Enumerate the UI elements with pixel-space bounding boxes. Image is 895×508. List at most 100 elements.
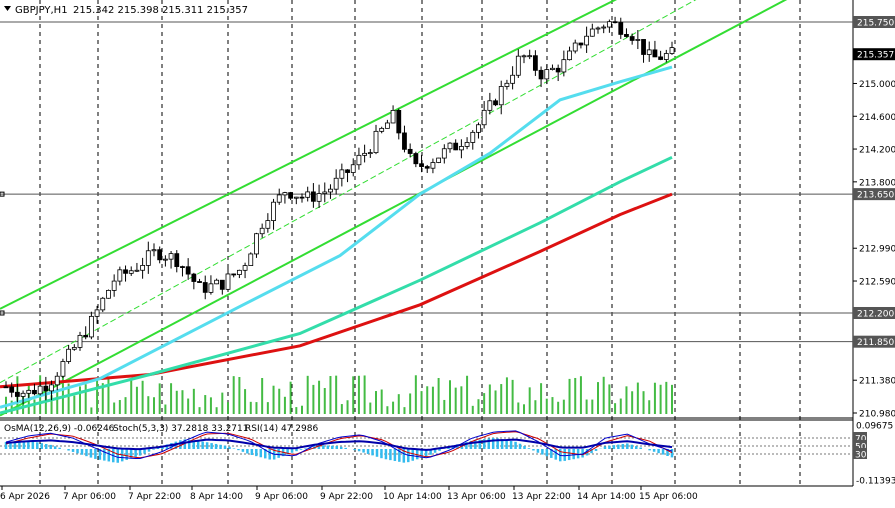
candle-body-21 [123,269,128,274]
time-tick-label-2: 7 Apr 22:00 [128,492,181,502]
price-tick-label-12: 210.980 [859,410,895,420]
candle-body-92 [527,55,533,58]
price-tag-6 [853,188,895,201]
candle-body-70 [402,132,407,150]
candle-body-75 [430,162,436,169]
level-handle-left [0,191,5,197]
candle-body-53 [305,191,311,198]
candle-body-26 [151,249,157,252]
candle-body-86 [493,100,498,106]
candle-body-98 [561,59,567,73]
candle-body-74 [424,166,430,169]
candle-body-100 [572,42,578,52]
candle-body-111 [635,39,641,41]
candle-body-41 [236,269,242,275]
candle-body-33 [191,273,197,282]
candle-body-93 [532,55,538,71]
ema_fast-line [0,65,673,409]
price-tag-label-1: 215.357 [857,51,894,61]
candle-body-60 [345,169,350,173]
candle-body-16 [94,309,100,317]
price-tick-label-3: 214.600 [859,113,895,123]
candle-body-117 [669,47,675,54]
candle-body-101 [578,42,584,46]
candle-body-95 [544,69,550,80]
candle-body-94 [538,69,544,80]
horizontal-levels [0,21,853,343]
channel-upper [0,0,618,310]
candle-body-113 [646,49,652,55]
candle-body-5 [32,389,37,395]
candle-body-56 [322,191,328,194]
candle-body-17 [100,297,106,311]
candle-body-28 [162,258,168,261]
osc-tag-1 [853,432,867,443]
candle-body-88 [504,82,510,87]
candle-body-78 [447,142,453,150]
candle-body-65 [373,130,379,154]
osma-label: OsMA(12,26,9) -0.06246 [4,424,115,434]
candle-body-67 [384,122,390,129]
candle-body-11 [66,348,72,362]
candle-body-43 [248,253,254,266]
price-tag-1 [853,48,895,61]
osc-tag-2 [853,440,867,451]
candle-body-73 [419,163,424,167]
candle-body-35 [202,282,208,293]
candle-body-107 [612,21,618,24]
channel-lower [0,0,788,417]
candle-body-89 [510,74,516,84]
candle-body-34 [197,281,202,283]
candle-body-77 [441,148,447,159]
candle-body-109 [624,34,629,37]
candle-body-115 [658,56,664,60]
candle-body-29 [168,253,174,260]
osc-tick-label-0: 0.09675 [856,422,893,432]
candle-body-84 [481,109,487,126]
price-tick-label-8: 212.590 [859,278,895,288]
candle-body-102 [584,35,590,46]
price-tag-label-10: 211.850 [857,338,894,348]
candle-body-22 [128,270,134,274]
stoch-label: Stoch(5,3,3) 37.2818 33.2711 [113,424,248,434]
candle-body-82 [470,131,476,143]
price-tag-label-0: 215.750 [857,19,894,29]
ohlc-values: 215.342 215.398 215.311 215.357 [73,5,248,16]
candle-body-85 [487,100,493,111]
moving-averages [0,65,673,415]
candle-body-72 [413,153,419,165]
candle-body-110 [629,36,635,41]
symbol-dropdown-icon[interactable] [4,6,11,11]
candle-body-61 [350,164,356,173]
candle-body-99 [567,50,572,61]
candle-body-40 [231,273,237,276]
candle-body-20 [117,269,123,282]
candle-body-38 [219,279,225,290]
candlesticks[interactable] [3,16,675,405]
candle-body-108 [618,22,624,35]
candle-body-48 [276,194,282,203]
candle-body-49 [282,192,288,196]
price-axis: 215.750 215.357 215.000 214.600 214.200 213.8… [853,16,895,487]
indicator-panel [0,430,853,463]
price-tag-label-9: 212.200 [857,309,894,319]
time-tick-label-0: 6 Apr 2026 [0,492,50,502]
candle-body-58 [333,177,339,190]
candle-body-76 [436,157,442,163]
candle-body-83 [476,124,481,133]
candle-body-23 [134,269,140,272]
candle-body-62 [356,154,362,166]
candle-body-87 [498,86,504,106]
rsi-line [5,438,673,451]
candle-body-63 [362,152,368,156]
time-tick-label-8: 13 Apr 22:00 [512,492,571,502]
candle-body-45 [259,227,265,235]
candle-body-0 [3,386,9,389]
candle-body-105 [601,26,607,29]
candle-body-47 [271,201,276,221]
candle-body-97 [555,67,561,73]
price-tag-0 [853,16,895,28]
candle-body-71 [407,148,413,154]
candle-body-54 [310,191,316,202]
